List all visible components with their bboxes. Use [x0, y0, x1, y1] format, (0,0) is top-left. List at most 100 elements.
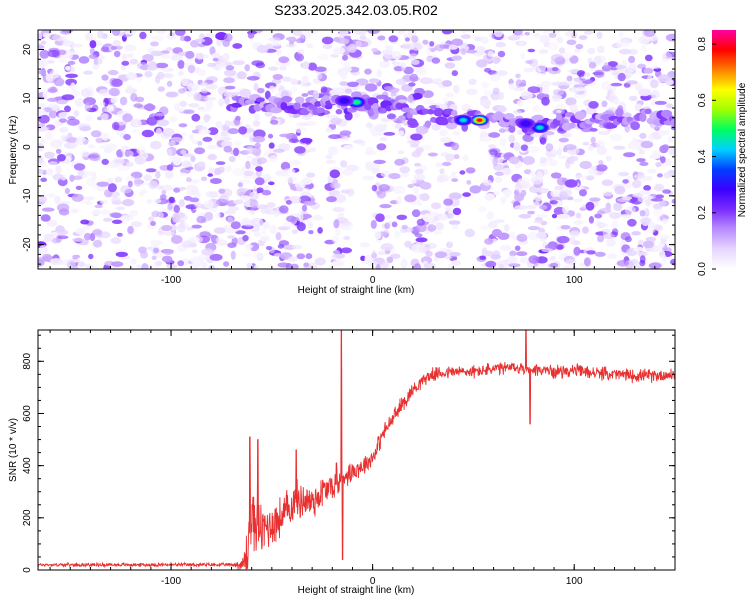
heatmap-ridge-blob [451, 109, 458, 117]
heatmap-blob [621, 60, 628, 67]
heatmap-blob [313, 90, 320, 100]
heatmap-blob [513, 141, 521, 151]
heatmap-blob [641, 217, 650, 227]
heatmap-blob [622, 112, 632, 118]
heatmap-blob [636, 251, 649, 257]
heatmap-blob [490, 91, 501, 101]
heatmap-blob [75, 137, 89, 146]
heatmap-blob [582, 141, 590, 146]
heatmap-blob [342, 61, 351, 68]
heatmap-blob [183, 195, 192, 201]
colorbar-ticks: 0.0 0.2 0.4 0.6 0.8 [697, 37, 716, 276]
heatmap-blob [161, 189, 167, 195]
heatmap-blob [93, 57, 100, 65]
heatmap-blob [74, 97, 85, 107]
colorbar-tick-label: 0.6 [697, 93, 708, 107]
heatmap-blob [569, 230, 581, 238]
heatmap-blob [294, 126, 307, 134]
heatmap-blob [66, 118, 80, 126]
heatmap-blob [518, 82, 527, 87]
heatmap-blob [462, 192, 471, 198]
heatmap-blob [58, 208, 70, 216]
heatmap-blob [51, 237, 60, 244]
heatmap-blob [301, 213, 312, 219]
heatmap-blob [279, 205, 289, 214]
heatmap-blob [203, 114, 211, 121]
heatmap-blob [488, 132, 501, 138]
heatmap-blob [236, 71, 247, 80]
heatmap-blob [146, 66, 158, 71]
heatmap-blob [552, 95, 563, 100]
heatmap-blob [225, 165, 232, 173]
heatmap-blob [139, 31, 147, 40]
heatmap-blob [70, 82, 76, 91]
heatmap-blob [101, 74, 109, 81]
heatmap-blob [260, 228, 267, 235]
heatmap-blob [160, 194, 167, 200]
y-tick-label: 200 [22, 509, 33, 526]
heatmap-blob [42, 90, 48, 99]
heatmap-blob [303, 200, 317, 206]
heatmap-blob [112, 156, 125, 166]
heatmap-blob [371, 48, 379, 53]
heatmap-blob [491, 228, 502, 238]
heatmap-blob [419, 77, 433, 85]
heatmap-blob [241, 252, 253, 257]
heatmap-blob [301, 75, 309, 85]
heatmap-blob [278, 56, 290, 64]
heatmap-blob [272, 148, 285, 153]
heatmap-blob [520, 52, 526, 60]
heatmap-blob [659, 234, 670, 240]
heatmap-blob [628, 55, 636, 64]
heatmap-blob [157, 86, 165, 92]
heatmap-blob [575, 212, 582, 219]
heatmap-blob [616, 39, 624, 49]
heatmap-blob [397, 99, 408, 103]
heatmap-blob [451, 178, 459, 183]
heatmap-blob [295, 38, 305, 44]
heatmap-blob [419, 193, 430, 202]
heatmap-blob [70, 208, 79, 214]
heatmap-blob [347, 43, 357, 53]
heatmap-blob [267, 133, 274, 139]
heatmap-ridge-blob [314, 101, 322, 107]
heatmap-blob [131, 118, 142, 127]
heatmap-blob [133, 103, 143, 108]
heatmap-blob [228, 156, 236, 163]
heatmap-blob [558, 155, 569, 159]
heatmap-blob [44, 151, 55, 159]
heatmap-blob [69, 174, 75, 182]
heatmap-blob [590, 136, 596, 144]
heatmap-blob [172, 213, 181, 223]
heatmap-blob [435, 44, 444, 52]
heatmap-blob [425, 250, 433, 257]
heatmap-blob [429, 41, 435, 47]
y-tick-label: 400 [22, 457, 33, 474]
heatmap-blob [232, 168, 245, 177]
heatmap-blob [40, 138, 46, 144]
heatmap-blob [161, 224, 173, 232]
heatmap-blob [560, 225, 571, 230]
heatmap-blob [181, 160, 192, 168]
heatmap-blob [539, 137, 547, 145]
heatmap-blob [658, 130, 666, 136]
heatmap-blob [385, 214, 392, 219]
heatmap-blob [121, 215, 129, 225]
heatmap-blob [375, 213, 385, 222]
heatmap-blob [419, 181, 432, 190]
heatmap-blob [129, 258, 138, 265]
heatmap-blob [655, 194, 664, 199]
heatmap-blob [611, 70, 620, 77]
heatmap-blob [482, 179, 493, 186]
heatmap-blob [296, 122, 309, 127]
heatmap-blob [177, 260, 185, 267]
heatmap-blob [395, 195, 402, 206]
heatmap-blob [406, 140, 420, 144]
heatmap-blob [596, 31, 603, 40]
heatmap-blob [564, 179, 578, 188]
heatmap-blob [272, 208, 280, 217]
colorbar: 0.0 0.2 0.4 0.6 0.8 Normalized spectral ampl… [697, 30, 748, 276]
heatmap-blob [445, 206, 452, 212]
heatmap-blob [565, 159, 571, 169]
heatmap-blob [661, 254, 668, 263]
